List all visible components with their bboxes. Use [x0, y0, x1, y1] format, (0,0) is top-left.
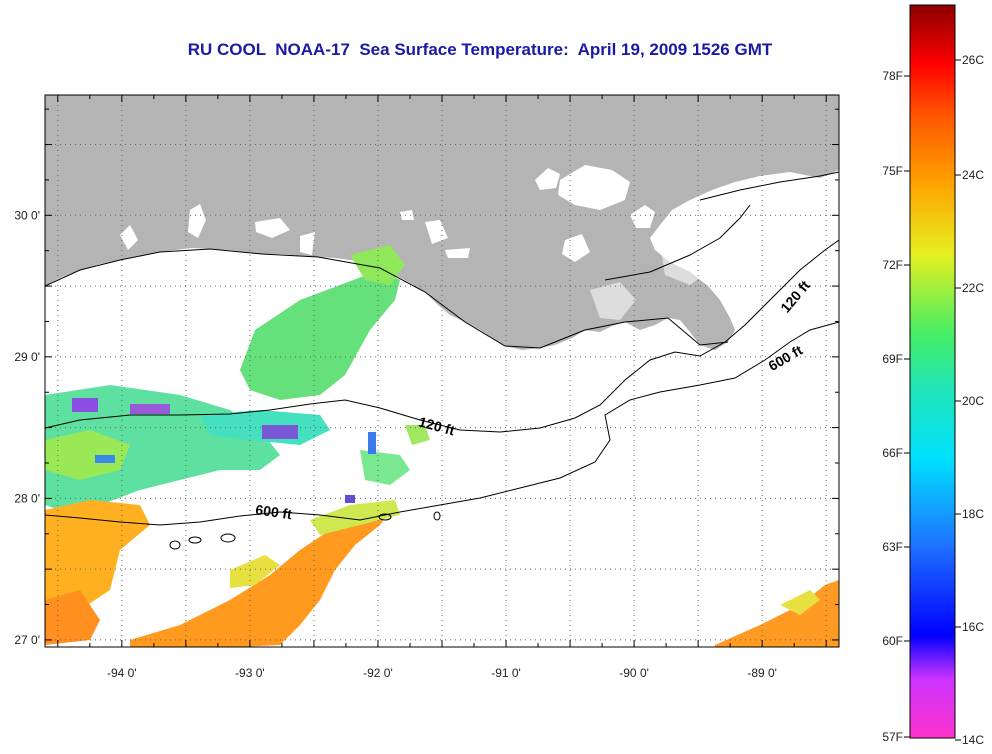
- coastline-detail: [699, 171, 839, 201]
- lake: [255, 218, 290, 238]
- colorbar-label-c: 14C: [962, 733, 984, 747]
- colorbar-label-f: 78F: [882, 69, 903, 83]
- lon-tick-label: -91 0': [491, 666, 521, 680]
- coastline: [45, 248, 729, 349]
- marsh-area: [660, 220, 720, 285]
- colorbar-label-c: 16C: [962, 620, 984, 634]
- lake: [188, 204, 206, 238]
- lake: [120, 225, 138, 250]
- colorbar-fahrenheit-labels: 78F 75F 72F 69F 66F 63F 60F 57F: [882, 69, 910, 744]
- shoal-outlines: [169, 511, 441, 550]
- colorbar-label-f: 66F: [882, 446, 903, 460]
- lake: [535, 168, 560, 190]
- marsh-area: [590, 282, 636, 320]
- lat-lon-grid: [45, 95, 839, 647]
- lon-tick-label: -89 0': [747, 666, 777, 680]
- colorbar-label-f: 69F: [882, 352, 903, 366]
- lake: [400, 210, 414, 220]
- lake: [445, 248, 470, 258]
- lat-tick-label: 30 0': [14, 208, 40, 222]
- lat-tick-label: 28 0': [14, 491, 40, 505]
- lon-tick-label: -94 0': [107, 666, 137, 680]
- axis-ticks: [45, 95, 839, 647]
- colorbar-label-c: 18C: [962, 507, 984, 521]
- colorbar: [909, 4, 956, 739]
- sst-data-overlay: [45, 245, 839, 647]
- lake: [300, 232, 315, 255]
- colorbar-label-f: 63F: [882, 540, 903, 554]
- lon-tick-label: -92 0': [363, 666, 393, 680]
- lat-tick-label: 29 0': [14, 350, 40, 364]
- chart-title: RU COOL NOAA-17 Sea Surface Temperature:…: [187, 40, 773, 59]
- colorbar-label-c: 24C: [962, 168, 984, 182]
- contour-label-600ft: 600 ft: [254, 501, 293, 522]
- lake-pontchartrain: [558, 165, 630, 210]
- lake: [630, 205, 655, 228]
- lake: [562, 234, 590, 262]
- lon-tick-label: -90 0': [619, 666, 649, 680]
- contour-600ft: [45, 321, 839, 526]
- colorbar-celsius-labels: 26C 24C 22C 20C 18C 16C 14C: [955, 53, 984, 747]
- colorbar-label-f: 57F: [882, 730, 903, 744]
- colorbar-label-f: 72F: [882, 258, 903, 272]
- contour-120ft: [45, 239, 839, 433]
- colorbar-label-c: 22C: [962, 281, 984, 295]
- coastline-detail: [604, 204, 751, 281]
- colorbar-label-f: 60F: [882, 634, 903, 648]
- lon-tick-label: -93 0': [235, 666, 265, 680]
- colorbar-label-c: 26C: [962, 53, 984, 67]
- axis-tick-labels: -94 0' -93 0' -92 0' -91 0' -90 0' -89 0' 30 0…: [14, 208, 777, 680]
- colorbar-label-f: 75F: [882, 164, 903, 178]
- lat-tick-label: 27 0': [14, 633, 40, 647]
- colorbar-label-c: 20C: [962, 394, 984, 408]
